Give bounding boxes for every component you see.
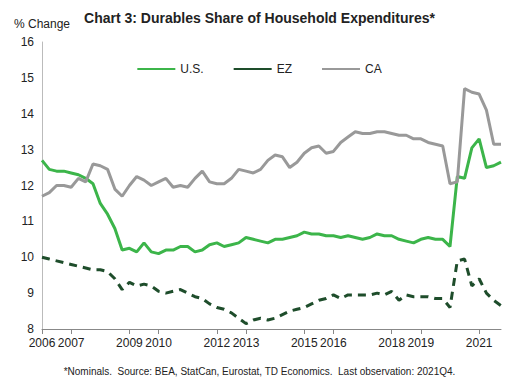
svg-text:2018: 2018: [378, 336, 405, 350]
svg-text:13: 13: [21, 143, 35, 157]
svg-text:CA: CA: [365, 62, 382, 76]
svg-text:2015: 2015: [291, 336, 318, 350]
svg-text:2007: 2007: [58, 336, 85, 350]
svg-text:2021: 2021: [466, 336, 493, 350]
svg-text:12: 12: [21, 179, 35, 193]
svg-text:16: 16: [21, 35, 35, 49]
svg-text:2016: 2016: [320, 336, 347, 350]
svg-text:9: 9: [27, 286, 34, 300]
svg-text:14: 14: [21, 107, 35, 121]
svg-text:10: 10: [21, 250, 35, 264]
svg-text:Chart 3: Durables Share of Hou: Chart 3: Durables Share of Household Exp…: [84, 10, 435, 26]
svg-text:U.S.: U.S.: [180, 62, 203, 76]
svg-text:EZ: EZ: [277, 62, 292, 76]
svg-text:2006: 2006: [29, 336, 56, 350]
svg-text:15: 15: [21, 71, 35, 85]
svg-text:*Nominals. Source: BEA, StatC: *Nominals. Source: BEA, StatCan, Eurosta…: [64, 366, 456, 377]
svg-text:8: 8: [27, 322, 34, 336]
svg-text:2019: 2019: [408, 336, 435, 350]
svg-text:11: 11: [22, 214, 35, 228]
svg-text:2013: 2013: [233, 336, 260, 350]
svg-text:2012: 2012: [204, 336, 231, 350]
svg-text:2009: 2009: [116, 336, 143, 350]
svg-text:2010: 2010: [145, 336, 172, 350]
svg-text:% Change: % Change: [14, 17, 70, 31]
